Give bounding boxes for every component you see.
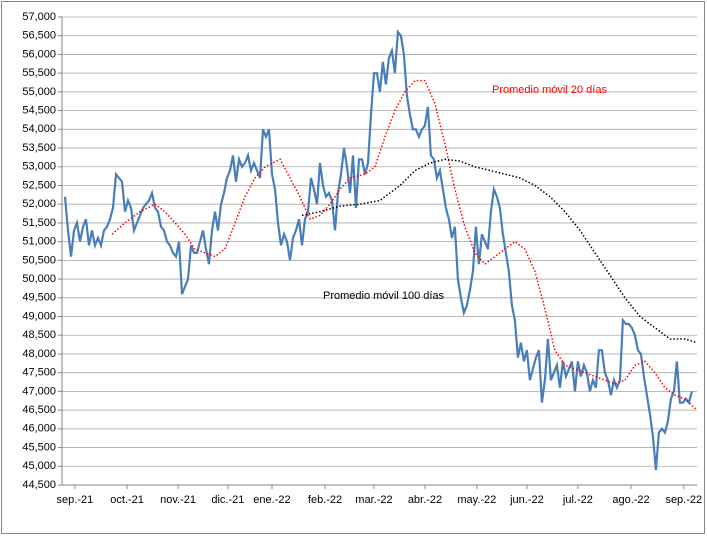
y-tick-label: 49,000 <box>22 310 56 322</box>
x-tick-label: ene.-22 <box>253 494 290 506</box>
series-label: Promedio móvil 20 días <box>492 84 607 96</box>
x-tick-label: jul.-22 <box>562 494 593 506</box>
series-line <box>63 29 693 471</box>
y-tick-label: 47,000 <box>22 385 56 397</box>
x-tick-label: sep.-21 <box>57 494 94 506</box>
y-tick-label: 47,500 <box>22 367 56 379</box>
y-tick-label: 56,500 <box>22 30 56 42</box>
y-tick-label: 50,500 <box>22 254 56 266</box>
x-tick-label: sep.-22 <box>665 494 702 506</box>
x-tick-label: nov.-21 <box>160 494 196 506</box>
x-tick-label: ago.-22 <box>612 494 649 506</box>
y-tick-label: 50,000 <box>22 273 56 285</box>
y-tick-label: 48,000 <box>22 348 56 360</box>
y-tick-label: 57,000 <box>22 11 56 23</box>
y-tick-label: 51,500 <box>22 217 56 229</box>
y-tick-label: 53,000 <box>22 161 56 173</box>
y-tick-label: 56,000 <box>22 48 56 60</box>
y-tick-label: 52,000 <box>22 198 56 210</box>
y-tick-label: 45,000 <box>22 460 56 472</box>
x-tick-label: jun.-22 <box>509 494 544 506</box>
y-tick-label: 52,500 <box>22 179 56 191</box>
series-label: Promedio móvil 100 días <box>323 290 445 302</box>
y-tick-label: 45,500 <box>22 441 56 453</box>
y-tick-label: 53,500 <box>22 142 56 154</box>
x-tick-label: dic.-21 <box>211 494 244 506</box>
y-tick-label: 55,000 <box>22 86 56 98</box>
y-tick-label: 46,500 <box>22 404 56 416</box>
x-tick-label: mar.-22 <box>355 494 392 506</box>
x-tick-label: oct.-21 <box>110 494 144 506</box>
y-tick-label: 46,000 <box>22 423 56 435</box>
y-tick-label: 49,500 <box>22 292 56 304</box>
x-tick-label: abr.-22 <box>408 494 442 506</box>
y-tick-label: 44,500 <box>22 479 56 491</box>
y-tick-label: 55,500 <box>22 67 56 79</box>
x-tick-label: may.-22 <box>457 494 496 506</box>
y-tick-label: 54,000 <box>22 123 56 135</box>
series-line <box>301 158 698 344</box>
y-tick-label: 51,000 <box>22 236 56 248</box>
y-tick-label: 48,500 <box>22 329 56 341</box>
y-tick-label: 54,500 <box>22 105 56 117</box>
x-tick-label: feb.-22 <box>308 494 342 506</box>
